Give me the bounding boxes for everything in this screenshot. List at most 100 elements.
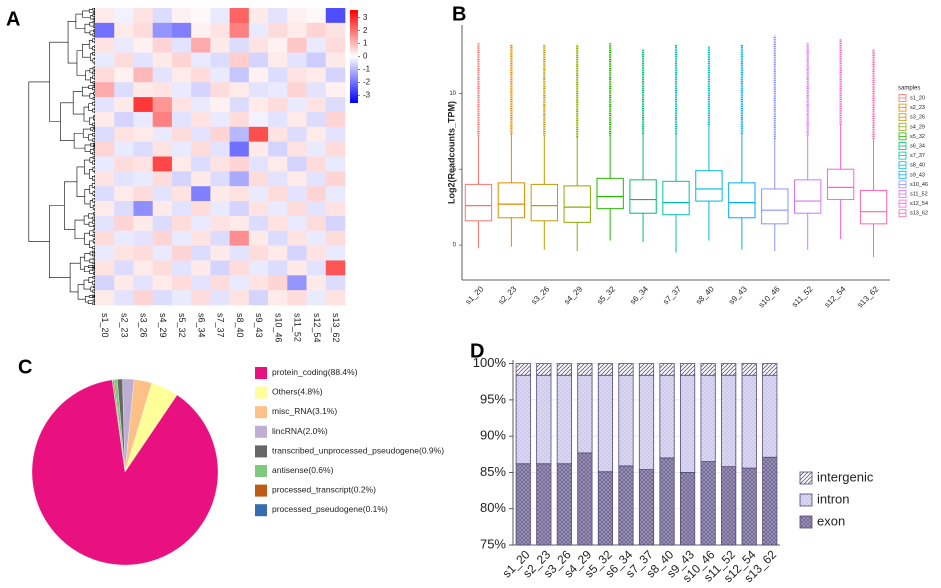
dendrogram-branch [90,127,94,131]
y-tick-label: 85% [480,464,506,479]
heatmap-cell [268,186,288,202]
dendrogram-branch [92,276,95,279]
heatmap-cell [306,290,327,306]
heatmap-cell [133,186,153,202]
bar-pattern [659,375,675,458]
dendrogram-branch [94,114,95,118]
dendrogram-branch [94,252,95,254]
colorbar-tick-label: -3 [363,90,371,99]
heatmap-cell [114,171,134,187]
dendrogram-branch [93,294,95,296]
heatmap-cell [306,156,327,172]
legend-label: misc_RNA(3.1%) [272,406,337,416]
dendrogram-branch [92,220,95,224]
legend-label: intron [817,491,850,506]
dendrogram-branch [87,300,94,304]
heatmap-cell [191,97,211,113]
legend-value: (0.6%) [308,465,333,475]
bar-pattern [721,363,736,376]
heatmap-cell [152,260,173,276]
bar-pattern [557,375,572,464]
heatmap-cell [95,230,115,246]
heatmap-cell [95,52,115,68]
legend-label: intergenic [817,469,874,484]
heatmap-cell [191,141,211,157]
colorbar-tick-label: 0 [363,52,368,61]
heatmap-cell [114,230,134,246]
heatmap-cell [268,52,288,68]
dendrogram-branch [92,33,95,37]
heatmap-cell [210,52,230,68]
heatmap-cell [268,67,288,83]
bar-pattern [639,469,654,545]
heatmap-cell [248,171,269,187]
heatmap-cell [306,141,327,157]
heatmap-cell [171,156,192,172]
dendrogram-branch [92,81,95,84]
heatmap-cell [248,201,269,217]
dendrogram-branch [84,23,90,34]
column-label: s4_29 [158,313,168,338]
heatmap-cell [287,186,307,202]
heatmap-cell [248,111,269,128]
box [464,183,493,222]
heatmap-cell [152,37,173,53]
heatmap-cell [95,275,115,291]
heatmap-cell [133,82,153,98]
heatmap-cell [287,245,307,261]
legend-swatch [255,504,267,517]
dendrogram-branch [73,132,85,149]
legend-swatch [255,386,267,399]
dendrogram-branch [90,286,94,292]
heatmap-cell [152,8,173,24]
heatmap-cell [152,67,173,83]
heatmap-cell [114,52,134,68]
heatmap-cell [248,82,269,98]
dendrogram-branch [94,144,95,146]
heatmap-cell [95,290,115,306]
heatmap-cell [229,8,250,24]
dendrogram-branch [76,166,85,198]
bar-pattern [577,363,593,376]
heatmap-cell [248,97,269,113]
colorbar-tick-label: -1 [363,65,371,74]
heatmap-cell [210,186,230,202]
legend-label: s6_34 [910,143,925,149]
heatmap-cell [229,275,250,291]
column-label: s7_37 [216,313,226,338]
heatmap-cell [248,8,269,24]
bar-pattern [721,375,736,467]
heatmap-cell [95,215,115,232]
heatmap-cell [248,52,269,68]
dendrogram-branch [94,32,95,35]
legend-value: (88.4%) [328,367,358,377]
heatmap-cell [191,201,211,217]
heatmap-cell [248,22,269,38]
heatmap-cell [95,22,115,38]
heatmap-cell [229,52,250,68]
heatmap-cell [152,156,173,172]
y-axis-label: Log2(Readcounts_TPM) [446,101,456,204]
heatmap-cell [191,52,211,68]
dendrogram-branch [84,266,90,273]
heatmap-cell [287,156,307,172]
heatmap-cell [268,275,288,291]
heatmap-cell [306,126,327,142]
heatmap-cell [191,37,211,53]
box [563,185,591,223]
heatmap-cell [133,37,153,53]
heatmap-cell [171,52,192,68]
legend-swatch [255,465,267,477]
heatmap-cell [268,260,288,276]
heatmap-cell [95,126,115,142]
heatmap-cell [210,8,230,24]
heatmap-cell [210,156,230,172]
dendrogram-branch [92,228,95,233]
panel-label: B [452,3,466,25]
dendrogram-branch [94,69,95,72]
legend-swatch [255,445,267,458]
bar-pattern [598,363,613,376]
bar-pattern [536,463,551,545]
heatmap-cell [325,245,346,261]
